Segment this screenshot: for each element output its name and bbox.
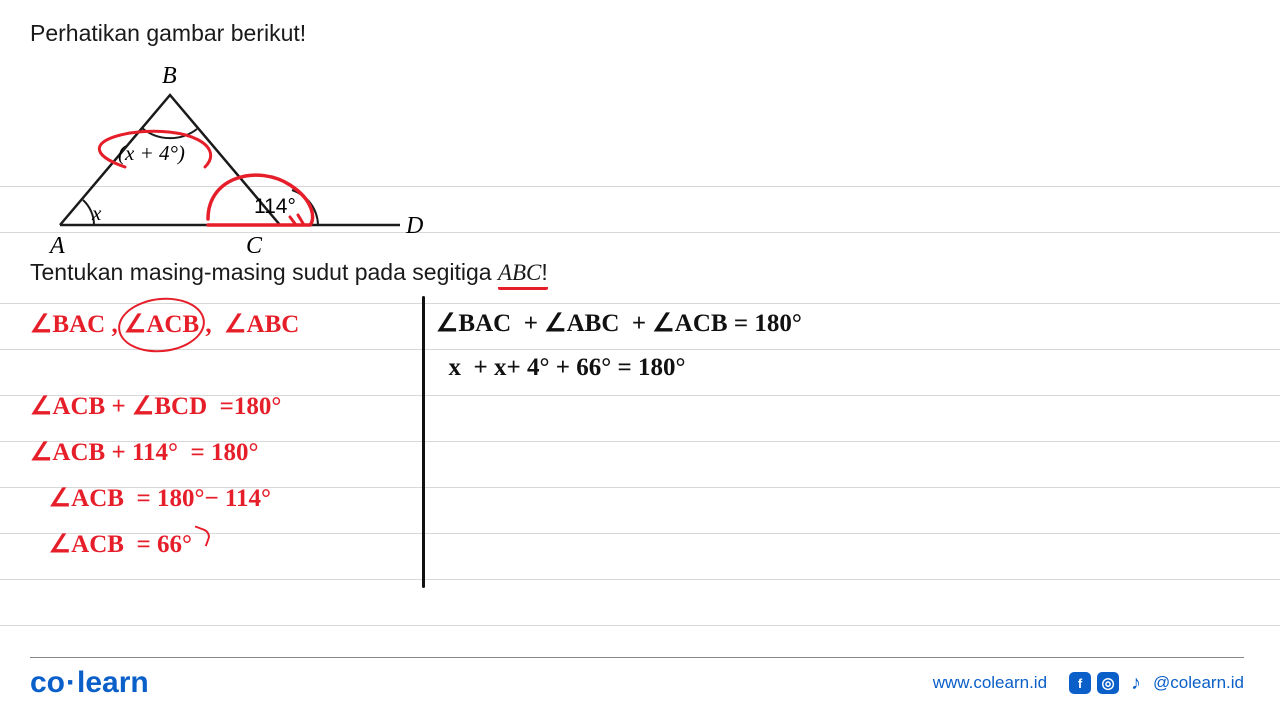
work-area: ∠BAC , ∠ACB , ∠ABC ∠ACB + ∠BCD =180° ∠AC… — [30, 302, 1250, 568]
content-region: Perhatikan gambar berikut! B A C D x (x … — [0, 0, 1280, 588]
left-working: ∠BAC , ∠ACB , ∠ABC ∠ACB + ∠BCD =180° ∠AC… — [30, 302, 420, 568]
footer: co·learn www.colearn.id f ◎ ♪ @colearn.i… — [0, 666, 1280, 700]
brand-logo: co·learn — [30, 666, 149, 700]
circled-acb: ∠ACB — [124, 302, 199, 348]
work-line: ∠ACB + 114° = 180° — [30, 430, 410, 476]
work-line: ∠ACB + ∠BCD =180° — [30, 384, 410, 430]
ruled-line — [0, 625, 1280, 626]
social-icons: f ◎ ♪ @colearn.id — [1069, 672, 1244, 694]
vertical-divider — [422, 296, 425, 588]
facebook-icon: f — [1069, 672, 1091, 694]
angle-label-x4: (x + 4°) — [118, 141, 185, 166]
work-line: ∠ACB = 66° — [30, 522, 410, 568]
instagram-icon: ◎ — [1097, 672, 1119, 694]
footer-separator — [30, 657, 1244, 658]
question-text: Tentukan masing-masing sudut pada segiti… — [30, 259, 1250, 290]
vertex-label-c: C — [246, 233, 262, 260]
footer-url: www.colearn.id — [933, 673, 1047, 693]
angle-label-x: x — [92, 201, 101, 226]
brand-co: co — [30, 666, 65, 699]
question-prefix: Tentukan masing-masing sudut pada segiti… — [30, 259, 498, 285]
triangle-diagram: B A C D x (x + 4°) 114° — [30, 55, 450, 255]
work-line: ∠ACB = 180°− 114° — [30, 476, 410, 522]
vertex-label-b: B — [162, 63, 177, 90]
work-line: ∠BAC + ∠ABC + ∠ACB = 180° — [436, 302, 1250, 346]
vertex-label-a: A — [50, 233, 65, 260]
tiktok-icon: ♪ — [1125, 672, 1147, 694]
point-label-d: D — [406, 213, 423, 240]
footer-right: www.colearn.id f ◎ ♪ @colearn.id — [933, 672, 1244, 694]
work-line: x + x+ 4° + 66° = 180° — [436, 346, 1250, 390]
problem-title: Perhatikan gambar berikut! — [30, 20, 1250, 47]
question-suffix: ! — [541, 259, 547, 285]
brand-learn: learn — [77, 666, 149, 699]
right-working: ∠BAC + ∠ABC + ∠ACB = 180° x + x+ 4° + 66… — [420, 302, 1250, 568]
question-abc: ABC — [498, 260, 541, 285]
angle-label-114: 114° — [254, 195, 296, 219]
brand-dot: · — [65, 666, 77, 699]
footer-handle: @colearn.id — [1153, 673, 1244, 693]
work-line: ∠BAC , ∠ACB , ∠ABC — [30, 302, 410, 348]
